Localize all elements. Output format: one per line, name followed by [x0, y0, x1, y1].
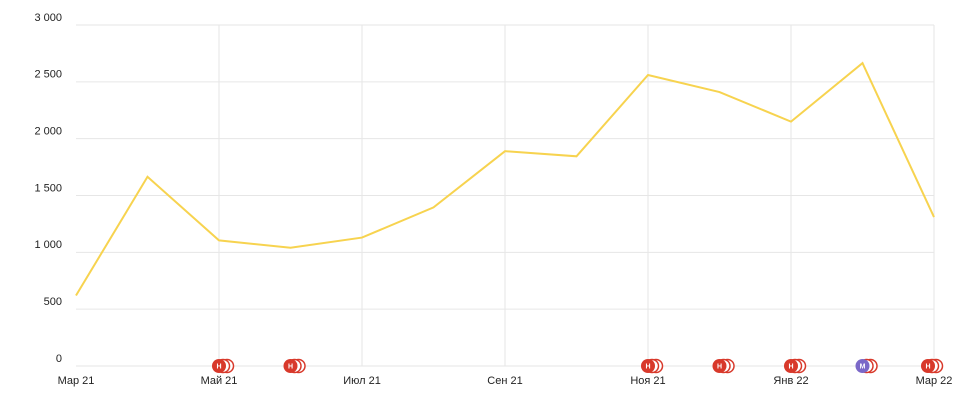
annotation-label: Н [788, 363, 793, 370]
annotation-label: М [860, 363, 866, 370]
y-tick-label: 1 000 [34, 239, 62, 251]
annotation-marker [784, 359, 798, 373]
y-tick-label: 500 [44, 296, 62, 308]
x-tick-label: Сен 21 [487, 375, 522, 387]
annotation-marker [212, 359, 226, 373]
x-tick-label: Мар 21 [58, 375, 95, 387]
annotation-label: Н [925, 363, 930, 370]
annotation-marker [641, 359, 655, 373]
annotation-label: Н [717, 363, 722, 370]
annotation-marker [283, 359, 298, 373]
y-tick-label: 0 [56, 353, 62, 365]
x-tick-label: Июл 21 [343, 375, 381, 387]
annotation-label: Н [216, 363, 221, 370]
x-tick-label: Янв 22 [773, 375, 808, 387]
annotation-marker [712, 359, 727, 373]
annotation-label: Н [288, 363, 293, 370]
line [75, 61, 935, 297]
y-tick-label: 3 000 [34, 12, 62, 24]
x-tick-label: Май 21 [201, 375, 238, 387]
y-tick-label: 2 500 [34, 69, 62, 81]
x-tick-label: Мар 22 [916, 375, 953, 387]
annotation-marker [855, 359, 870, 373]
x-tick-label: Ноя 21 [630, 375, 665, 387]
annotation-marker [921, 359, 935, 373]
annotation-label: Н [645, 363, 650, 370]
y-tick-label: 2 000 [34, 126, 62, 138]
y-tick-label: 1 500 [34, 182, 62, 194]
